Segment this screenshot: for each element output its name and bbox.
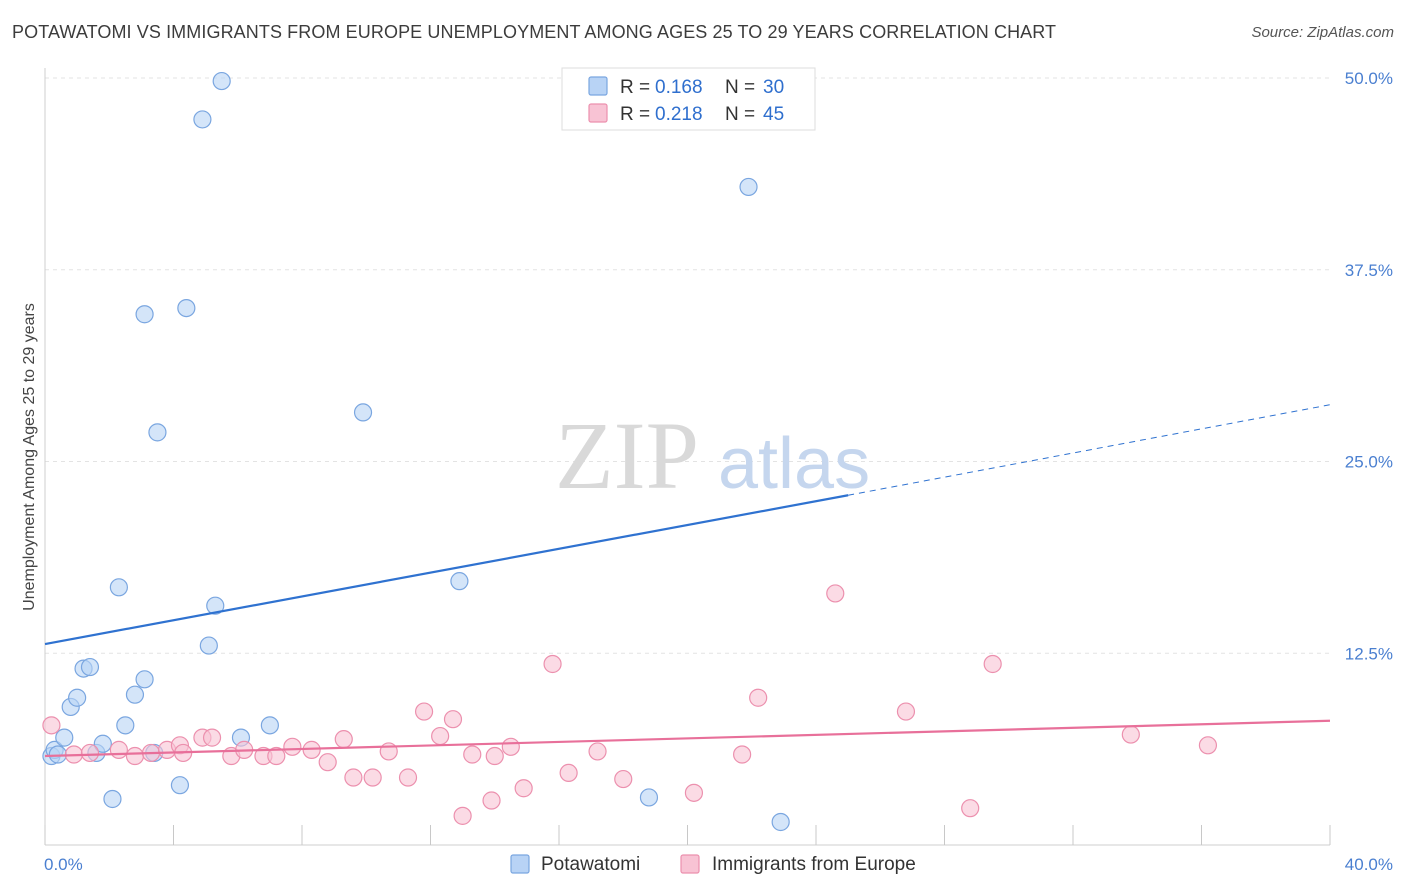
data-point-potawatomi[interactable] (170, 776, 190, 795)
legend-r-label: R = (620, 77, 650, 98)
legend-n-value: 45 (763, 104, 784, 125)
data-point-potawatomi[interactable] (199, 636, 218, 655)
trend-line-potawatomi (44, 494, 849, 646)
data-point-potawatomi[interactable] (93, 734, 112, 753)
data-point-potawatomi[interactable] (193, 110, 212, 129)
data-point-potawatomi[interactable] (125, 685, 145, 704)
data-point-europe[interactable] (398, 768, 418, 787)
data-point-europe[interactable] (431, 726, 450, 746)
data-point-europe[interactable] (485, 746, 504, 766)
data-point-potawatomi[interactable] (353, 403, 373, 422)
legend-n-label: N = (725, 77, 755, 98)
data-point-europe[interactable] (749, 688, 768, 707)
trend-line-europe (44, 719, 1331, 758)
data-point-potawatomi[interactable] (80, 657, 100, 677)
data-point-europe[interactable] (501, 737, 520, 756)
data-point-potawatomi[interactable] (148, 423, 167, 442)
legend-n-value: 30 (763, 77, 784, 98)
data-point-potawatomi[interactable] (450, 572, 469, 591)
source-credit: Source: ZipAtlas.com (1251, 24, 1394, 41)
y-tick-label: 12.5% (1345, 644, 1393, 663)
data-point-europe[interactable] (363, 768, 382, 787)
bottom-legend-swatch-potawatomi (510, 854, 530, 874)
data-point-potawatomi[interactable] (55, 728, 74, 747)
data-point-europe[interactable] (543, 654, 562, 674)
data-point-potawatomi[interactable] (206, 596, 225, 615)
data-point-europe[interactable] (109, 740, 128, 759)
data-point-potawatomi[interactable] (212, 71, 231, 91)
data-point-potawatomi[interactable] (260, 716, 279, 735)
data-point-potawatomi[interactable] (135, 305, 154, 324)
bottom-legend-label-europe: Immigrants from Europe (712, 854, 916, 875)
legend-swatch-europe (588, 103, 608, 123)
data-point-europe[interactable] (961, 799, 980, 818)
data-point-europe[interactable] (414, 702, 434, 721)
legend-r-label: R = (620, 104, 650, 125)
watermark-atlas: atlas (718, 424, 870, 504)
data-point-europe[interactable] (482, 791, 501, 810)
data-point-europe[interactable] (344, 768, 363, 787)
data-point-europe[interactable] (463, 745, 482, 764)
data-point-europe[interactable] (318, 753, 337, 772)
data-point-europe[interactable] (896, 702, 916, 721)
data-point-europe[interactable] (267, 746, 286, 766)
legend-n-label: N = (725, 104, 755, 125)
legend-r-value: 0.168 (655, 77, 703, 98)
data-point-europe[interactable] (283, 737, 302, 756)
data-point-europe[interactable] (559, 763, 578, 783)
data-point-europe[interactable] (1198, 736, 1218, 755)
data-point-europe[interactable] (614, 769, 633, 789)
data-point-europe[interactable] (514, 779, 533, 798)
y-axis-title: Unemployment Among Ages 25 to 29 years (21, 303, 38, 611)
data-point-europe[interactable] (125, 746, 145, 766)
trend-line-extension-potawatomi (848, 404, 1331, 496)
data-point-potawatomi[interactable] (68, 688, 87, 707)
data-point-europe[interactable] (826, 584, 845, 603)
data-point-europe[interactable] (443, 710, 463, 729)
data-point-potawatomi[interactable] (739, 177, 758, 197)
data-point-europe[interactable] (733, 745, 752, 764)
data-point-europe[interactable] (42, 716, 61, 735)
watermark-zip: ZIP (555, 402, 699, 509)
chart-title: POTAWATOMI VS IMMIGRANTS FROM EUROPE UNE… (12, 22, 1057, 42)
data-point-potawatomi[interactable] (639, 788, 659, 807)
data-point-potawatomi[interactable] (177, 299, 196, 318)
bottom-legend-swatch-europe (680, 854, 700, 874)
bottom-legend-label-potawatomi: Potawatomi (541, 854, 640, 875)
data-point-europe[interactable] (202, 728, 222, 747)
data-point-potawatomi[interactable] (771, 812, 790, 832)
y-tick-label: 25.0% (1345, 453, 1393, 472)
data-point-europe[interactable] (334, 730, 353, 749)
data-point-europe[interactable] (588, 742, 607, 761)
data-point-potawatomi[interactable] (116, 716, 135, 735)
data-point-europe[interactable] (684, 783, 704, 802)
data-point-europe[interactable] (80, 743, 100, 763)
x-tick-label-max: 40.0% (1345, 855, 1393, 874)
data-point-potawatomi[interactable] (103, 789, 122, 809)
legend-swatch-potawatomi (588, 76, 608, 96)
data-point-potawatomi[interactable] (109, 578, 128, 597)
data-point-europe[interactable] (983, 654, 1002, 674)
y-tick-label: 50.0% (1345, 69, 1393, 88)
data-point-europe[interactable] (453, 806, 472, 825)
legend-r-value: 0.218 (655, 104, 703, 125)
data-point-europe[interactable] (1121, 725, 1140, 744)
x-tick-label-min: 0.0% (44, 855, 83, 874)
y-tick-label: 37.5% (1345, 261, 1393, 280)
data-point-potawatomi[interactable] (135, 670, 154, 689)
